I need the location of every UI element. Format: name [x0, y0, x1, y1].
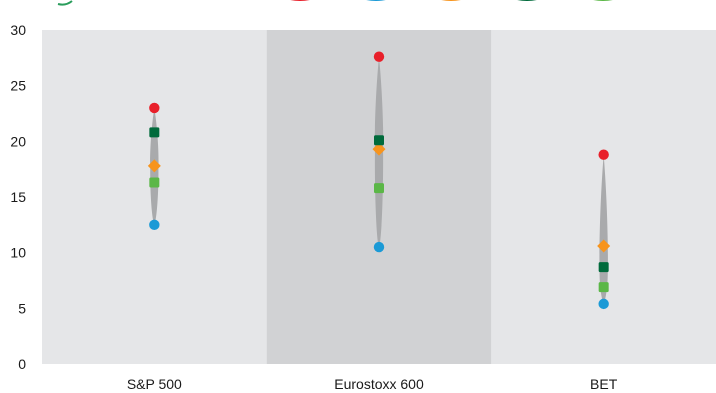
y-tick-label: 30 [10, 22, 26, 38]
point-square [149, 127, 160, 138]
point-circle [598, 298, 609, 310]
point-circle [373, 51, 385, 62]
legend-swatch [593, 0, 613, 1]
legend [57, 0, 613, 6]
x-category-label: Eurostoxx 600 [334, 376, 424, 392]
y-tick-label: 20 [10, 133, 26, 149]
legend-swatch [290, 0, 310, 1]
point-square [149, 177, 160, 188]
y-axis: 0 5 10 15 20 25 30 [10, 22, 26, 372]
legend-swatch [517, 0, 537, 1]
point-square [374, 135, 384, 146]
legend-swatch [366, 0, 386, 1]
point-diamond [597, 239, 611, 253]
point-diamond [372, 142, 386, 156]
y-tick-label: 5 [18, 300, 26, 316]
point-circle [373, 241, 385, 253]
x-axis: S&P 500 Eurostoxx 600 BET [127, 376, 618, 392]
x-category-label: BET [590, 376, 618, 392]
legend-swatch [441, 0, 461, 1]
point-circle [598, 149, 609, 160]
data-points [147, 51, 611, 310]
y-tick-label: 15 [10, 189, 26, 205]
x-category-label: S&P 500 [127, 376, 182, 392]
point-circle [149, 102, 160, 114]
point-square [374, 183, 384, 194]
legend-fragment [57, 0, 73, 6]
y-tick-label: 10 [10, 245, 26, 261]
point-square [598, 262, 609, 273]
y-tick-label: 0 [18, 356, 26, 372]
y-tick-label: 25 [10, 78, 26, 94]
point-square [598, 282, 609, 293]
point-circle [149, 219, 160, 231]
point-diamond [147, 159, 161, 173]
